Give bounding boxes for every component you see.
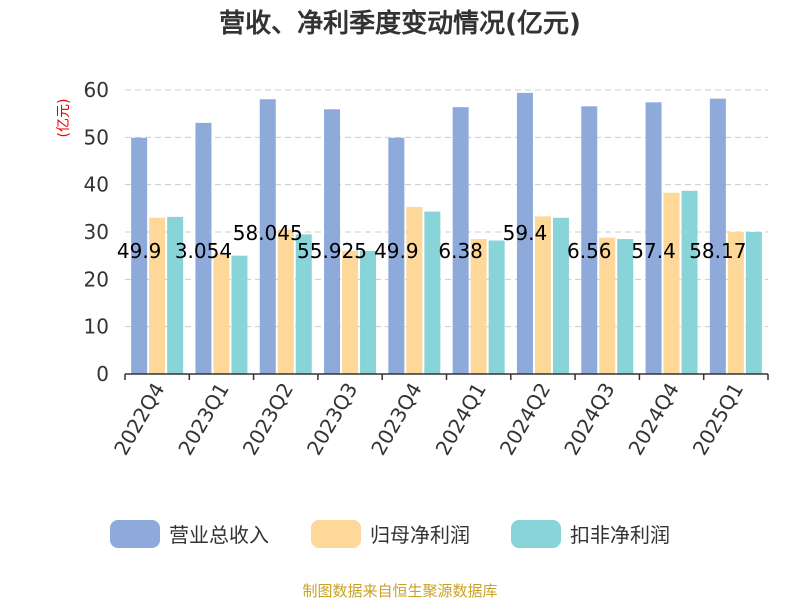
x-tick-label: 2024Q4 <box>623 379 683 460</box>
x-tick-label: 2023Q1 <box>173 379 233 460</box>
bars <box>131 92 762 375</box>
bar-2024Q1-归母净利润 <box>470 239 487 374</box>
bar-2023Q1-扣非净利润 <box>231 255 248 374</box>
y-tick-label: 10 <box>84 315 109 339</box>
bar-2024Q1-扣非净利润 <box>488 240 505 374</box>
bar-2024Q3-归母净利润 <box>599 237 616 374</box>
source-note: 制图数据来自恒生聚源数据库 <box>302 582 497 600</box>
x-tick-label: 2023Q3 <box>302 379 362 460</box>
bar-2023Q4-归母净利润 <box>406 206 423 374</box>
bar-2024Q2-扣非净利润 <box>552 217 569 374</box>
y-axis-label: (亿元) <box>56 99 72 138</box>
bar-2025Q1-营业总收入 <box>709 98 726 375</box>
bar-2024Q2-归母净利润 <box>534 216 551 374</box>
bar-2025Q1-归母净利润 <box>727 232 744 374</box>
bar-2024Q2-营业总收入 <box>516 92 533 374</box>
y-axis-ticks: 0 10 20 30 40 50 60 <box>84 78 109 386</box>
bar-2022Q4-扣非净利润 <box>167 216 184 374</box>
bar-2023Q2-归母净利润 <box>277 229 294 374</box>
bar-2025Q1-扣非净利润 <box>745 232 762 374</box>
data-label: 3.054 <box>175 239 232 263</box>
x-tick-label: 2024Q2 <box>495 379 555 460</box>
data-label: 58.17 <box>689 239 746 263</box>
legend-swatch <box>511 520 561 548</box>
bar-2023Q1-营业总收入 <box>195 122 212 374</box>
x-tick-label: 2024Q1 <box>431 379 491 460</box>
data-label: 6.56 <box>567 239 612 263</box>
bar-2023Q2-扣非净利润 <box>295 234 312 374</box>
legend-label: 营业总收入 <box>169 523 269 547</box>
legend-swatch <box>110 520 160 548</box>
bar-2023Q4-营业总收入 <box>388 137 405 374</box>
bar-2023Q2-营业总收入 <box>259 99 276 375</box>
bar-2023Q1-归母净利润 <box>213 253 230 374</box>
legend-label: 归母净利润 <box>370 523 470 547</box>
bar-2024Q3-营业总收入 <box>581 106 598 375</box>
bar-2023Q3-营业总收入 <box>324 109 341 374</box>
y-tick-label: 30 <box>84 220 109 244</box>
x-axis-ticks: 2022Q4 2023Q1 2023Q2 2023Q3 2023Q4 2024Q1 2024… <box>109 379 748 460</box>
x-tick-label: 2023Q2 <box>238 379 298 460</box>
bar-2023Q3-归母净利润 <box>342 250 359 374</box>
bar-2024Q3-扣非净利润 <box>617 239 634 374</box>
bar-2022Q4-营业总收入 <box>131 137 148 374</box>
bar-2023Q4-扣非净利润 <box>424 211 441 374</box>
y-tick-label: 40 <box>84 173 109 197</box>
data-label: 59.4 <box>503 221 548 245</box>
data-label: 6.38 <box>438 239 483 263</box>
legend-swatch <box>311 520 361 548</box>
bar-2024Q4-扣非净利润 <box>681 190 698 374</box>
data-label: 57.4 <box>631 239 676 263</box>
y-tick-label: 0 <box>96 362 109 386</box>
y-tick-label: 50 <box>84 125 109 149</box>
data-label: 49.9 <box>117 239 162 263</box>
legend: 营业总收入 归母净利润 扣非净利润 <box>110 520 670 548</box>
x-tick-label: 2023Q4 <box>366 379 426 460</box>
chart-title: 营收、净利季度变动情况(亿元) <box>219 8 581 39</box>
y-tick-label: 20 <box>84 267 109 291</box>
bar-2024Q1-营业总收入 <box>452 107 469 374</box>
data-label: 55.925 <box>297 239 367 263</box>
bar-2024Q4-归母净利润 <box>663 192 680 374</box>
y-tick-label: 60 <box>84 78 109 102</box>
x-axis <box>124 373 769 380</box>
legend-label: 扣非净利润 <box>570 523 670 547</box>
data-label: 49.9 <box>374 239 419 263</box>
data-label: 58.045 <box>233 221 303 245</box>
bar-2023Q3-扣非净利润 <box>360 250 377 374</box>
x-tick-label: 2022Q4 <box>109 379 169 460</box>
bar-2024Q4-营业总收入 <box>645 102 662 374</box>
bar-2022Q4-归母净利润 <box>149 217 166 374</box>
x-tick-label: 2025Q1 <box>688 379 748 460</box>
x-tick-label: 2024Q3 <box>559 379 619 460</box>
